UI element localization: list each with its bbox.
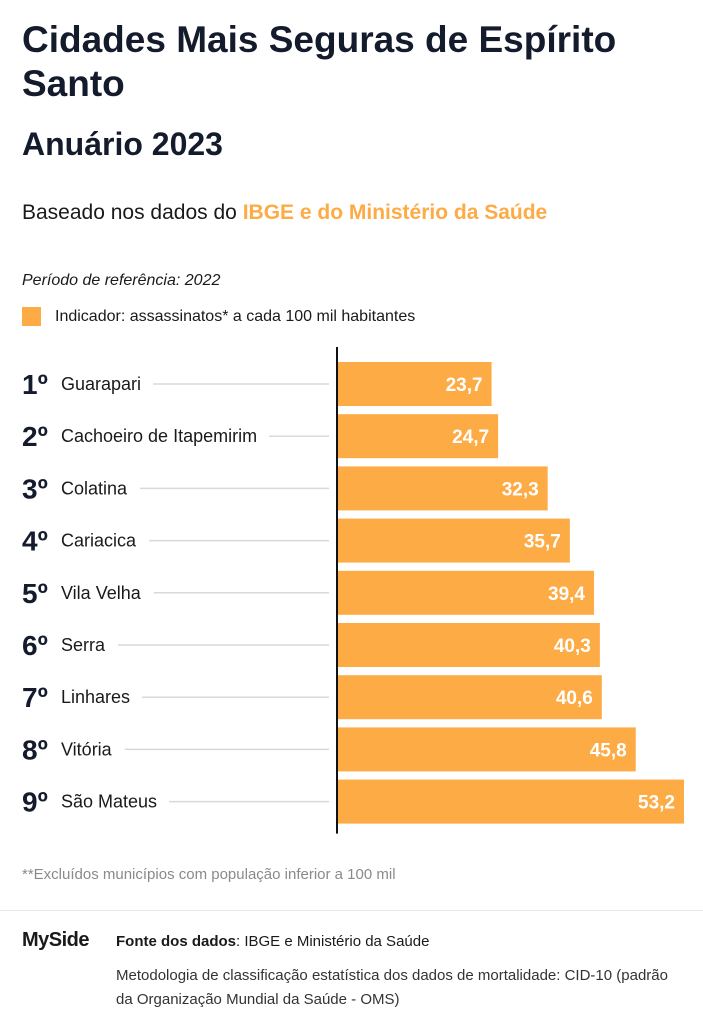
rank-label: 1º (22, 369, 48, 400)
data-basis-prefix: Baseado nos dados do (22, 201, 243, 224)
myside-logo: MySide (22, 929, 90, 951)
category-label: Vila Velha (61, 583, 142, 603)
footer-divider (0, 910, 703, 911)
data-source: Fonte dos dados: IBGE e Ministério da Sa… (116, 933, 429, 950)
bar (337, 362, 492, 406)
value-label: 24,7 (452, 427, 489, 448)
bar (337, 466, 548, 511)
value-label: 35,7 (524, 532, 561, 553)
rank-label: 2º (22, 421, 48, 452)
bar-chart: 1º Guarapari 23,7 2º Cachoeiro de Itapemirim… (22, 347, 684, 834)
bar (337, 414, 499, 459)
data-basis-highlight: IBGE e do Ministério da Saúde (242, 201, 548, 224)
rank-label: 8º (22, 734, 48, 765)
category-label: Serra (61, 635, 106, 655)
category-label: Cachoeiro de Itapemirim (61, 426, 257, 446)
rank-label: 5º (22, 578, 48, 609)
category-label: Cariacica (61, 531, 137, 551)
rank-label: 3º (22, 473, 48, 504)
category-label: Colatina (61, 478, 128, 498)
category-label: Linhares (61, 687, 130, 707)
rank-label: 9º (22, 787, 48, 818)
category-label: Vitória (61, 739, 113, 759)
data-basis-text: Baseado nos dados do IBGE e do Ministéri… (22, 201, 547, 225)
footnote: **Excluídos municípios com população inf… (22, 866, 396, 883)
legend: Indicador: assassinatos* a cada 100 mil … (22, 307, 415, 326)
rank-label: 4º (22, 526, 48, 557)
rank-label: 7º (22, 682, 48, 713)
reference-period: Período de referência: 2022 (22, 272, 221, 289)
bar (337, 675, 602, 720)
value-label: 45,8 (590, 740, 627, 761)
data-source-value: : IBGE e Ministério da Saúde (236, 933, 430, 950)
bar (337, 727, 636, 772)
value-label: 32,3 (502, 479, 539, 500)
value-label: 40,6 (556, 688, 593, 709)
bar (337, 779, 684, 824)
bar (337, 570, 594, 615)
legend-swatch (22, 307, 41, 326)
bar (337, 623, 600, 667)
rank-label: 6º (22, 630, 48, 661)
category-label: São Mateus (61, 792, 157, 812)
bar (337, 518, 570, 563)
value-label: 40,3 (554, 636, 591, 657)
methodology-note: Metodologia de classificação estatística… (116, 967, 668, 1008)
value-label: 23,7 (446, 375, 483, 396)
chart-subtitle: Anuário 2023 (22, 126, 223, 162)
value-label: 39,4 (548, 584, 585, 605)
value-label: 53,2 (638, 793, 675, 814)
data-source-label: Fonte dos dados (116, 933, 236, 950)
category-label: Guarapari (61, 374, 141, 394)
legend-label: Indicador: assassinatos* a cada 100 mil … (55, 307, 416, 325)
chart-title: Cidades Mais Seguras de Espírito Santo (22, 19, 617, 104)
